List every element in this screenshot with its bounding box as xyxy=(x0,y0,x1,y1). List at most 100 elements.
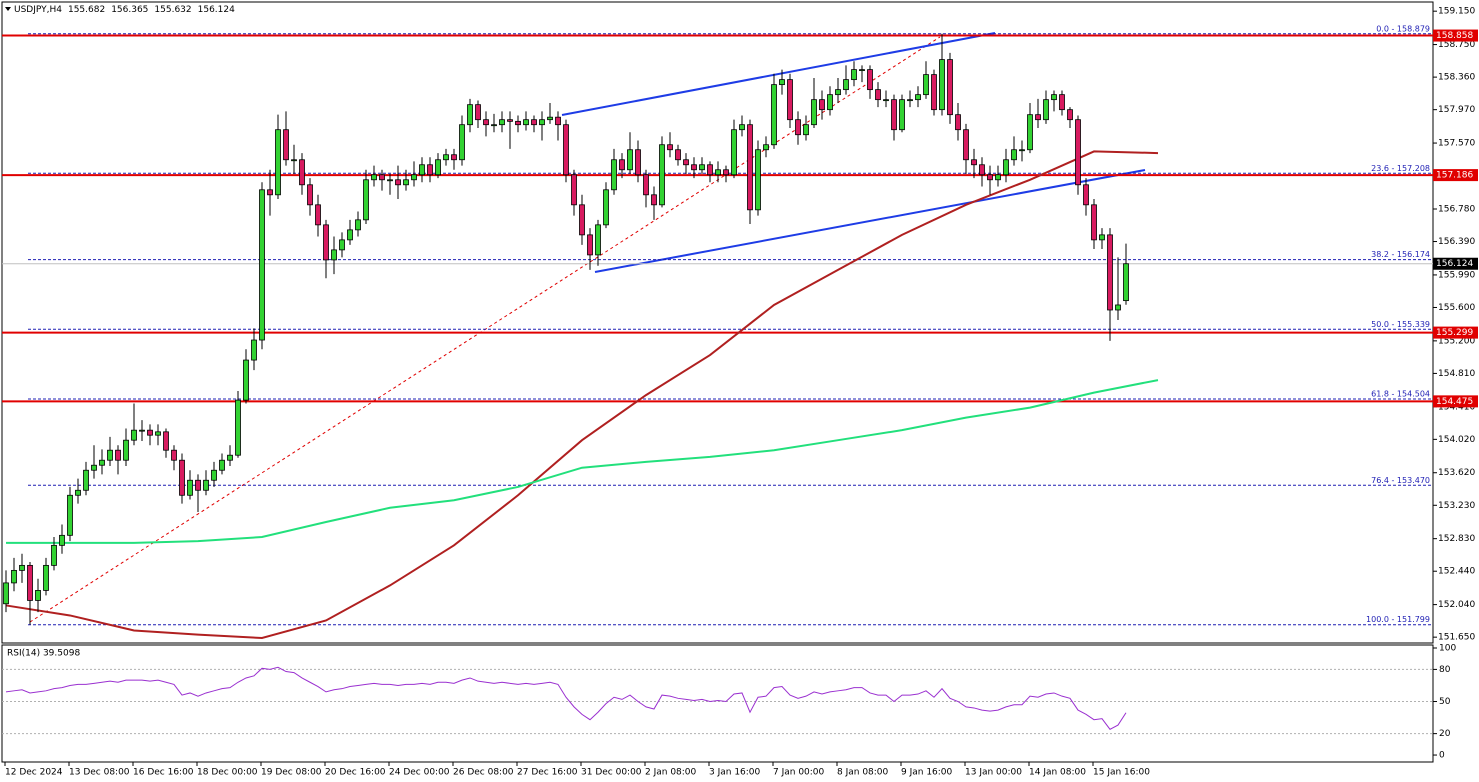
candle-body xyxy=(811,99,817,126)
candle-body xyxy=(259,189,265,341)
candle-body xyxy=(243,359,249,401)
last-price-label: 156.124 xyxy=(1436,259,1473,269)
candle-body xyxy=(27,564,33,601)
y-tick-label: 158.750 xyxy=(1438,40,1475,50)
candle-body xyxy=(755,149,761,211)
candle-body xyxy=(883,99,889,102)
candle-body xyxy=(291,159,297,162)
candle-body xyxy=(683,159,689,166)
candle-body xyxy=(1107,234,1113,311)
candle-body xyxy=(763,144,769,151)
candle-body xyxy=(427,164,433,176)
candle-body xyxy=(139,429,145,432)
x-tick-label: 27 Dec 16:00 xyxy=(517,768,578,778)
candle-body xyxy=(1075,119,1081,186)
candle-body xyxy=(587,234,593,256)
candle-body xyxy=(619,159,625,171)
candle-body xyxy=(787,79,793,121)
candle-body xyxy=(923,74,929,96)
candle-body xyxy=(875,89,881,101)
last-price-box xyxy=(1433,257,1478,270)
level-label: 154.475 xyxy=(1436,397,1473,407)
candle-body xyxy=(115,449,121,461)
candle-body xyxy=(771,84,777,146)
y-tick-label: 154.810 xyxy=(1438,369,1475,379)
rsi-tick-label: 50 xyxy=(1439,697,1451,707)
fib-label: 0.0 - 158.879 xyxy=(1376,24,1430,33)
x-tick-label: 15 Jan 16:00 xyxy=(1093,768,1150,778)
level-box xyxy=(1433,169,1478,182)
candle-body xyxy=(827,94,833,111)
y-tick-label: 158.360 xyxy=(1438,73,1475,83)
candle-body xyxy=(539,119,545,126)
y-tick-label: 153.620 xyxy=(1438,468,1475,478)
x-tick-label: 14 Jan 08:00 xyxy=(1029,768,1086,778)
rsi-tick-label: 100 xyxy=(1439,643,1456,653)
symbol: USDJPY,H4 xyxy=(14,5,62,15)
candle-body xyxy=(851,69,857,81)
x-tick-label: 12 Dec 2024 xyxy=(5,768,63,778)
y-tick-label: 157.570 xyxy=(1438,139,1475,149)
y-tick-label: 152.040 xyxy=(1438,600,1475,610)
candle-body xyxy=(307,184,313,206)
candle-body xyxy=(403,179,409,186)
header-value: 156.365 xyxy=(111,5,148,15)
x-tick-label: 2 Jan 08:00 xyxy=(645,768,697,778)
rsi-title: RSI(14) 39.5098 xyxy=(7,649,80,659)
candle-body xyxy=(731,129,737,176)
x-tick-label: 31 Dec 00:00 xyxy=(581,768,642,778)
candle-body xyxy=(691,164,697,171)
level-box xyxy=(1433,326,1478,339)
candle-body xyxy=(1003,159,1009,176)
candle-body xyxy=(323,224,329,261)
y-tick-label: 156.390 xyxy=(1438,237,1475,247)
x-tick-label: 18 Dec 00:00 xyxy=(197,768,258,778)
candle-body xyxy=(1115,304,1121,311)
candle-body xyxy=(995,174,1001,181)
y-tick-label: 156.780 xyxy=(1438,204,1475,214)
candle-body xyxy=(275,129,281,196)
candle-body xyxy=(1051,94,1057,101)
candle-body xyxy=(891,99,897,131)
candle-body xyxy=(1083,184,1089,206)
candle-body xyxy=(195,479,201,491)
x-tick-label: 8 Jan 08:00 xyxy=(837,768,889,778)
candle-body xyxy=(211,469,217,481)
candle-body xyxy=(835,89,841,96)
fib-label: 50.0 - 155.339 xyxy=(1371,320,1430,329)
header-value: 156.124 xyxy=(198,5,235,15)
candle-body xyxy=(1099,234,1105,241)
candle-body xyxy=(123,439,129,461)
candle-body xyxy=(19,564,25,571)
y-tick-label: 155.600 xyxy=(1438,303,1475,313)
y-tick-label: 157.970 xyxy=(1438,105,1475,115)
candle-body xyxy=(315,204,321,226)
y-tick-label: 154.020 xyxy=(1438,435,1475,445)
candle-body xyxy=(779,79,785,86)
candle-body xyxy=(715,169,721,176)
candle-body xyxy=(435,159,441,176)
x-tick-label: 13 Dec 08:00 xyxy=(69,768,130,778)
candle-body xyxy=(1011,149,1017,161)
level-box xyxy=(1433,29,1478,42)
candle-body xyxy=(955,114,961,131)
candle-body xyxy=(267,189,273,196)
candle-body xyxy=(947,59,953,116)
candle-body xyxy=(747,124,753,211)
y-tick-label: 155.990 xyxy=(1438,270,1475,280)
candle-body xyxy=(11,569,17,584)
candle-body xyxy=(235,399,241,456)
y-tick-label: 151.650 xyxy=(1438,633,1475,643)
candle-body xyxy=(971,159,977,166)
rsi-line xyxy=(5,666,1127,730)
candle-body xyxy=(179,459,185,496)
candle-body xyxy=(299,159,305,186)
candle-body xyxy=(331,249,337,261)
candle-body xyxy=(459,124,465,161)
moving-average xyxy=(6,379,1159,544)
candle-body xyxy=(979,164,985,176)
candle-body xyxy=(219,459,225,471)
candle-body xyxy=(51,544,57,566)
candle-body xyxy=(491,124,497,127)
fib-label: 100.0 - 151.799 xyxy=(1366,615,1430,624)
